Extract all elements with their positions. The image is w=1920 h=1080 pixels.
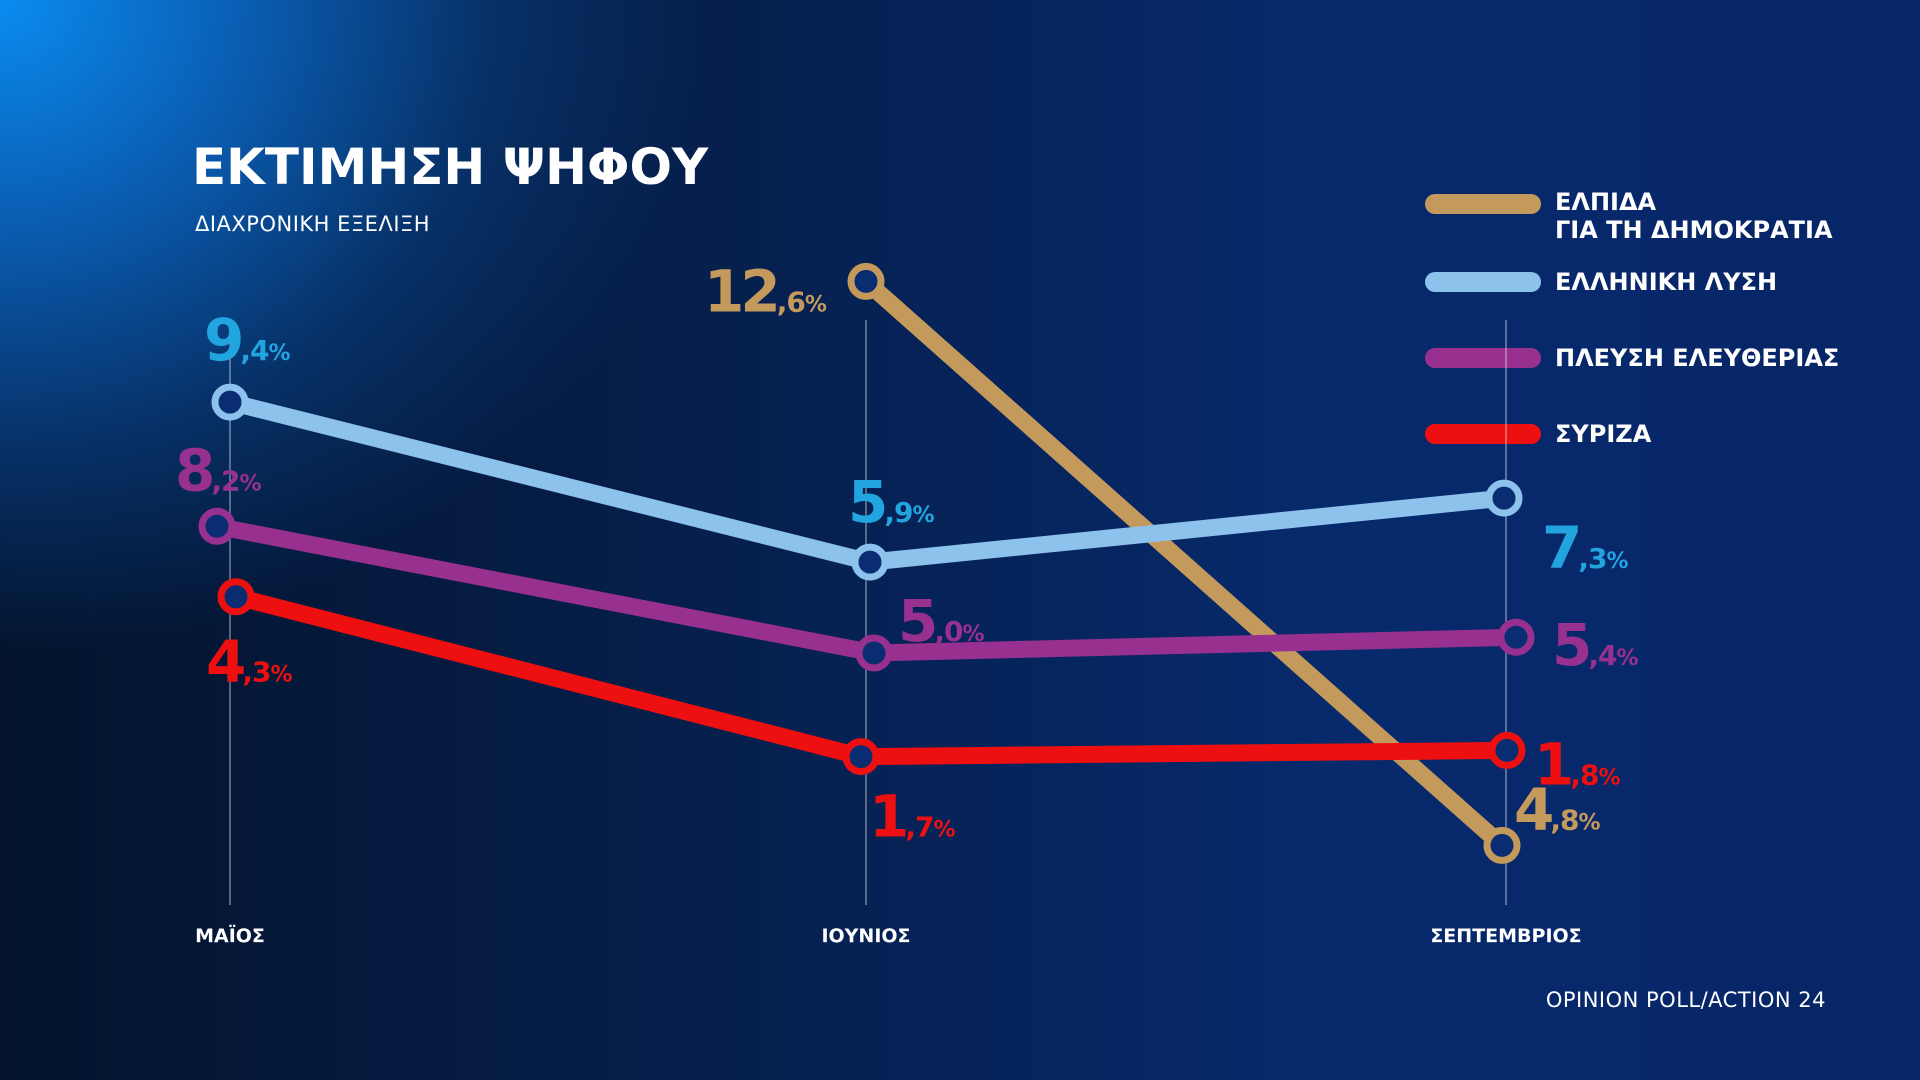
legend-swatch-syriza — [1425, 424, 1541, 444]
legend-label-plefsi: ΠΛΕΥΣΗ ΕΛΕΥΘΕΡΙΑΣ — [1555, 344, 1840, 372]
data-label-plefsi-septemvrios: 5,4% — [1552, 611, 1639, 679]
data-label-elliniki-lysi-maios: 9,4% — [204, 306, 291, 374]
data-label-plefsi-maios: 8,2% — [175, 436, 262, 504]
data-point-syriza-maios — [217, 578, 255, 616]
legend-swatch-elpida — [1425, 194, 1541, 214]
source-note: OPINION POLL/ACTION 24 — [1545, 988, 1826, 1012]
data-label-plefsi-iounios: 5,0% — [898, 587, 985, 655]
chart-subtitle: ΔΙΑΧΡΟΝΙΚΗ ΕΞΕΛΙΞΗ — [195, 212, 431, 236]
legend-swatch-plefsi — [1425, 348, 1541, 368]
data-point-syriza-iounios — [842, 738, 880, 776]
x-tick-label-iounios: ΙΟΥΝΙΟΣ — [821, 925, 910, 947]
data-point-elliniki-lysi-maios — [211, 383, 249, 421]
data-label-elliniki-lysi-iounios: 5,9% — [848, 468, 935, 536]
data-label-syriza-iounios: 1,7% — [869, 783, 956, 851]
data-point-plefsi-maios — [198, 507, 236, 545]
data-point-syriza-septemvrios — [1488, 731, 1526, 769]
data-label-syriza-septemvrios: 1,8% — [1534, 730, 1621, 798]
x-tick-label-maios: ΜΑΪΟΣ — [195, 923, 265, 947]
data-label-elpida-septemvrios: 4,8% — [1514, 775, 1601, 843]
data-point-plefsi-iounios — [855, 634, 893, 672]
data-label-syriza-maios: 4,3% — [206, 628, 293, 696]
data-label-elpida-iounios: 12,6% — [704, 257, 827, 325]
legend-label-elliniki-lysi: ΕΛΛΗΝΙΚΗ ΛΥΣΗ — [1555, 268, 1778, 296]
data-point-elliniki-lysi-septemvrios — [1485, 479, 1523, 517]
data-point-elpida-septemvrios — [1483, 826, 1521, 864]
chart-title: ΕΚΤΙΜΗΣΗ ΨΗΦΟΥ — [192, 138, 709, 196]
legend-label-syriza: ΣΥΡΙΖΑ — [1555, 420, 1652, 448]
data-label-elliniki-lysi-septemvrios: 7,3% — [1542, 514, 1629, 582]
data-point-elpida-iounios — [847, 262, 885, 300]
legend-label-elpida: ΕΛΠΙΔΑ ΓΙΑ ΤΗ ΔΗΜΟΚΡΑΤΙΑ — [1555, 188, 1833, 244]
data-point-elliniki-lysi-iounios — [851, 543, 889, 581]
x-tick-label-septemvrios: ΣΕΠΤΕΜΒΡΙΟΣ — [1430, 925, 1581, 947]
legend-swatch-elliniki-lysi — [1425, 272, 1541, 292]
data-point-plefsi-septemvrios — [1497, 618, 1535, 656]
